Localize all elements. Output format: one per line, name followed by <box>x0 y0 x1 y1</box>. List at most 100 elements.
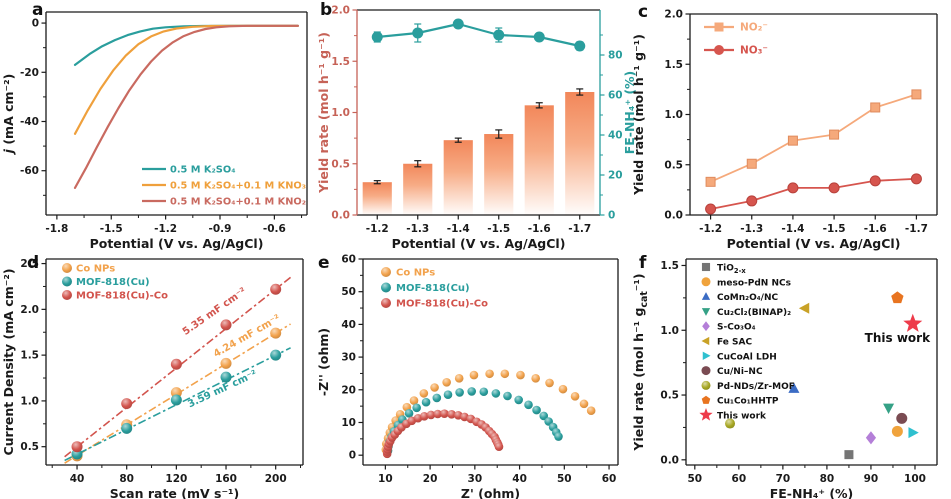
svg-text:0.5 M K₂SO₄+0.1 M KNO₃: 0.5 M K₂SO₄+0.1 M KNO₃ <box>170 181 306 192</box>
svg-text:-1.8: -1.8 <box>45 223 68 235</box>
chart-e-nyquist: 10 20 30 40 50 60 0 10 20 30 40 50 60 Z' (ohm) -Z'' (o… <box>316 254 619 499</box>
svg-text:100: 100 <box>904 473 926 485</box>
svg-text:Cu₁Co₁HHTP: Cu₁Co₁HHTP <box>717 397 779 407</box>
svg-text:0.0: 0.0 <box>331 210 350 222</box>
svg-text:Potential (V vs. Ag/AgCl): Potential (V vs. Ag/AgCl) <box>90 236 264 251</box>
svg-text:200: 200 <box>265 473 287 485</box>
svg-text:1.0: 1.0 <box>20 395 39 407</box>
svg-text:1.5: 1.5 <box>331 56 350 68</box>
svg-text:1.0: 1.0 <box>660 325 679 337</box>
svg-text:Yield rate (mol h⁻¹ g⁻¹): Yield rate (mol h⁻¹ g⁻¹) <box>316 32 331 194</box>
svg-text:0.5 M K₂SO₄+0.1 M KNO₂: 0.5 M K₂SO₄+0.1 M KNO₂ <box>170 197 306 208</box>
svg-text:0.5 M K₂SO₄: 0.5 M K₂SO₄ <box>170 165 235 176</box>
svg-text:Co NPs: Co NPs <box>396 268 435 279</box>
svg-text:-1.5: -1.5 <box>487 223 510 235</box>
svg-text:-1.7: -1.7 <box>905 223 928 235</box>
svg-text:-1.3: -1.3 <box>740 223 763 235</box>
svg-text:-0.6: -0.6 <box>263 223 286 235</box>
svg-text:-1.7: -1.7 <box>568 223 591 235</box>
svg-text:1.5: 1.5 <box>660 260 679 272</box>
svg-text:This work: This work <box>717 412 767 422</box>
svg-text:This work: This work <box>865 331 931 345</box>
svg-text:10: 10 <box>378 473 393 485</box>
svg-text:0.5: 0.5 <box>20 441 39 453</box>
chart-d-capacitance: 40 80 120 160 200 0.5 1.0 1.5 2.0 2.5 Scan rate (m… <box>1 258 304 499</box>
svg-text:0: 0 <box>32 18 39 30</box>
svg-text:5.35 mF cm⁻²: 5.35 mF cm⁻² <box>181 286 249 338</box>
svg-text:2.0: 2.0 <box>20 304 39 316</box>
svg-text:Cu/Ni–NC: Cu/Ni–NC <box>717 367 763 377</box>
svg-text:80: 80 <box>820 473 835 485</box>
svg-text:meso-PdN NCs: meso-PdN NCs <box>717 278 791 288</box>
svg-text:Yield rate (mol h⁻¹ g⁻¹): Yield rate (mol h⁻¹ g⁻¹) <box>631 34 646 196</box>
svg-text:0.5: 0.5 <box>660 390 679 402</box>
panel-d: d 40 80 120 160 200 0.5 1.0 1.5 2.0 2.5 Scan rate … <box>0 249 315 499</box>
svg-text:60: 60 <box>602 473 617 485</box>
svg-text:MOF-818(Cu)-Co: MOF-818(Cu)-Co <box>76 291 168 302</box>
svg-text:Scan rate (mV s⁻¹): Scan rate (mV s⁻¹) <box>110 486 240 499</box>
svg-text:CoMn₂O₄/NC: CoMn₂O₄/NC <box>717 293 779 303</box>
svg-text:30: 30 <box>468 473 483 485</box>
svg-text:-0.9: -0.9 <box>209 223 232 235</box>
svg-text:50: 50 <box>341 286 356 298</box>
svg-text:50: 50 <box>557 473 572 485</box>
svg-text:MOF-818(Cu): MOF-818(Cu) <box>76 277 150 288</box>
svg-text:120: 120 <box>165 473 187 485</box>
panel-label-c: c <box>638 2 649 22</box>
svg-text:-1.5: -1.5 <box>823 223 846 235</box>
svg-text:Current Density (mA cm⁻²): Current Density (mA cm⁻²) <box>1 268 16 455</box>
svg-text:2.0: 2.0 <box>331 5 350 17</box>
svg-text:MOF-818(Cu)-Co: MOF-818(Cu)-Co <box>396 299 488 310</box>
svg-text:FE-NH₄⁺ (%): FE-NH₄⁺ (%) <box>622 71 637 155</box>
svg-text:S-Co₃O₄: S-Co₃O₄ <box>717 323 756 333</box>
svg-text:NO₃⁻: NO₃⁻ <box>740 45 768 57</box>
svg-text:-1.4: -1.4 <box>781 223 804 235</box>
svg-text:CuCoAl LDH: CuCoAl LDH <box>717 352 777 362</box>
svg-text:-20: -20 <box>20 67 39 79</box>
svg-text:Fe SAC: Fe SAC <box>717 338 752 348</box>
chart-f-catalyst-comparison: 50 60 70 80 90 100 0.0 0.5 1.0 1.5 FE-NH₄⁺ (%) Yiel… <box>631 258 938 499</box>
svg-text:40: 40 <box>512 473 527 485</box>
svg-text:30: 30 <box>341 352 356 364</box>
svg-text:0: 0 <box>608 210 615 222</box>
svg-text:Co NPs: Co NPs <box>76 264 115 275</box>
svg-text:60: 60 <box>608 90 623 102</box>
svg-text:-1.6: -1.6 <box>864 223 887 235</box>
panel-label-e: e <box>318 253 330 273</box>
panel-label-a: a <box>32 0 44 20</box>
svg-text:1.0: 1.0 <box>331 107 350 119</box>
svg-text:Potential (V vs. Ag/AgCl): Potential (V vs. Ag/AgCl) <box>727 236 901 251</box>
svg-text:-1.2: -1.2 <box>699 223 722 235</box>
svg-text:60: 60 <box>732 473 747 485</box>
chart-b-yield-rate-fe: -1.2 -1.3 -1.4 -1.5 -1.6 -1.7 0.0 0.5 1.0 1.5 2.0 0… <box>316 5 637 252</box>
panel-e: e 10 20 30 40 50 60 0 10 20 30 40 50 60 Z' (ohm) -Z'' … <box>315 249 630 499</box>
svg-text:60: 60 <box>341 254 356 266</box>
svg-text:40: 40 <box>70 473 85 485</box>
svg-text:1.5: 1.5 <box>20 350 39 362</box>
panel-b: b -1.2 -1.3 -1.4 -1.5 -1.6 -1.7 0.0 0.5 1.0 1.5 2.… <box>315 0 637 252</box>
panel-a: a -1.8 -1.5 -1.2 -0.9 -0.6 0 -20 -40 -60 Potentia… <box>0 0 315 251</box>
svg-text:20: 20 <box>423 473 438 485</box>
panel-c: c -1.2 -1.3 -1.4 -1.5 -1.6 -1.7 0.0 0.5 1.0 1.5 2.… <box>630 0 951 251</box>
svg-text:50: 50 <box>687 473 702 485</box>
svg-text:-1.4: -1.4 <box>447 223 470 235</box>
svg-text:-40: -40 <box>20 116 39 128</box>
svg-text:Pd-NDs/Zr-MOF: Pd-NDs/Zr-MOF <box>717 382 795 392</box>
svg-text:-Z'' (ohm): -Z'' (ohm) <box>316 328 331 396</box>
chart-c-yield-no2-no3: -1.2 -1.3 -1.4 -1.5 -1.6 -1.7 0.0 0.5 1.0 1.5 2.0 P… <box>631 9 938 251</box>
svg-text:Z' (ohm): Z' (ohm) <box>461 486 520 499</box>
svg-text:0.0: 0.0 <box>664 210 683 222</box>
svg-text:0.5: 0.5 <box>664 159 683 171</box>
svg-text:40: 40 <box>608 130 623 142</box>
svg-text:MOF-818(Cu): MOF-818(Cu) <box>396 283 470 294</box>
panel-label-d: d <box>27 253 40 273</box>
svg-text:NO₂⁻: NO₂⁻ <box>740 22 768 34</box>
svg-text:-1.2: -1.2 <box>154 223 177 235</box>
svg-text:2.0: 2.0 <box>664 9 683 21</box>
svg-text:Cu₂Cl₂(BINAP)₂: Cu₂Cl₂(BINAP)₂ <box>717 308 791 318</box>
svg-text:40: 40 <box>341 319 356 331</box>
svg-text:70: 70 <box>776 473 791 485</box>
svg-text:20: 20 <box>608 170 623 182</box>
svg-text:Potential (V vs. Ag/AgCl): Potential (V vs. Ag/AgCl) <box>392 236 566 251</box>
